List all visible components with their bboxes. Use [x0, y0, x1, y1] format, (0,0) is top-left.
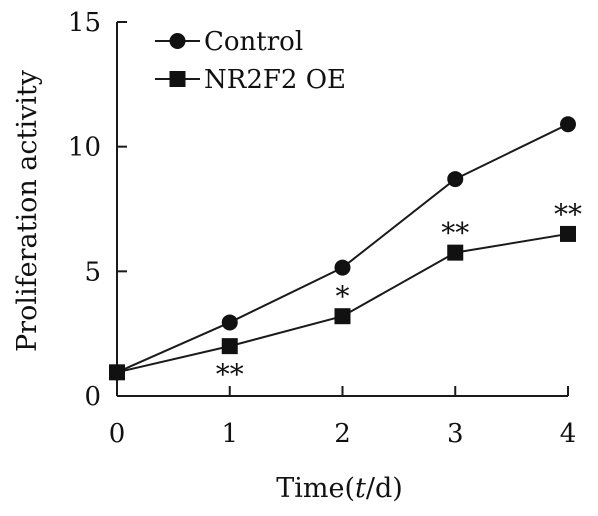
significance-marker: *	[336, 280, 350, 313]
x-tick-label: 3	[447, 419, 464, 449]
y-tick-label: 5	[84, 257, 101, 287]
significance-marker: **	[554, 198, 582, 231]
significance-marker: **	[441, 217, 469, 250]
y-tick-label: 0	[84, 382, 101, 412]
x-tick-label: 0	[109, 419, 126, 449]
legend: Control NR2F2 OE	[155, 27, 346, 95]
x-tick-label: 2	[334, 419, 351, 449]
data-point-square	[447, 244, 464, 261]
legend-marker-square	[169, 71, 186, 87]
legend-label: Control	[204, 27, 303, 57]
series-line-1	[116, 123, 569, 374]
data-point-circle	[334, 259, 351, 276]
x-tick-label: 4	[560, 419, 577, 449]
legend-label: NR2F2 OE	[204, 65, 346, 95]
significance-marker: **	[216, 358, 244, 391]
ticks: 0 5 10 15 0 1 2 3 4	[68, 8, 576, 449]
y-tick-label: 10	[68, 133, 101, 163]
y-axis-title: Proliferation activity	[12, 69, 43, 352]
y-tick-label: 15	[68, 8, 101, 38]
data-point-square	[334, 308, 351, 325]
x-tick-label: 1	[221, 419, 238, 449]
annotation-layer: *******	[216, 198, 582, 391]
x-axis-title: Time(t/d)	[276, 473, 403, 504]
data-point-square	[560, 225, 576, 242]
data-point-circle	[560, 116, 576, 133]
data-point-square	[221, 338, 238, 355]
series-layer	[109, 116, 576, 381]
data-point-circle	[221, 314, 238, 331]
data-point-square	[109, 364, 125, 381]
legend-marker-circle	[169, 33, 186, 49]
data-point-circle	[447, 171, 464, 188]
